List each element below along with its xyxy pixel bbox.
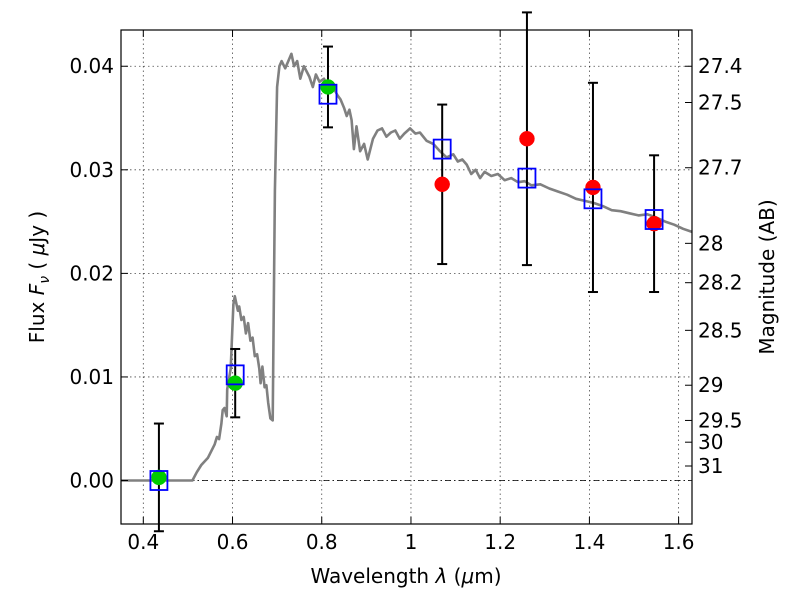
x-tick-label: 1.6 — [663, 530, 695, 554]
x-tick-label: 1.2 — [484, 530, 516, 554]
y-tick-label: 0.03 — [69, 158, 114, 182]
errorbar-layer — [153, 11, 660, 533]
nir-point-marker — [519, 130, 535, 147]
y-axis-label: Flux Fν ( μJy ) — [25, 211, 53, 343]
magnitude-tick-label: 28.2 — [698, 271, 743, 295]
x-tick-label: 0.8 — [306, 530, 338, 554]
magnitude-tick-label: 30 — [698, 430, 723, 454]
x-axis-label: Wavelength λ (μm) — [310, 564, 501, 588]
model-box-marker — [318, 83, 338, 105]
model-box-marker — [432, 138, 452, 160]
x-tick-label: 1.4 — [573, 530, 605, 554]
plot-frame — [120, 29, 693, 525]
model-box-marker — [644, 209, 664, 230]
model-box-marker — [583, 188, 603, 210]
magnitude-tick-label: 27.5 — [698, 90, 743, 114]
grid-layer — [121, 30, 692, 524]
y-tick-label: 0.04 — [69, 54, 114, 78]
magnitude-tick-label: 28 — [698, 231, 723, 255]
magnitude-tick-label: 27.7 — [698, 156, 743, 180]
magnitude-tick-label: 29 — [698, 373, 723, 397]
spectrum-line — [121, 52, 693, 482]
y-tick-label: 0.01 — [69, 365, 114, 389]
optical-point-marker — [227, 375, 243, 391]
x-tick-label: 0.6 — [217, 530, 249, 554]
x-tick-label: 1 — [405, 530, 418, 554]
y-tick-label: 0.00 — [69, 469, 114, 493]
optical-point-marker — [151, 469, 167, 486]
magnitude-tick-label: 28.5 — [698, 318, 743, 342]
model-box-marker — [225, 364, 245, 386]
model-box-layer — [149, 83, 664, 491]
magnitude-tick-label: 27.4 — [698, 54, 743, 78]
x-tick-label: 0.4 — [127, 530, 159, 554]
model-box-marker — [517, 167, 537, 189]
magnitude-tick-label: 31 — [698, 454, 723, 478]
model-box-marker — [149, 470, 169, 491]
nir-point-marker — [434, 176, 450, 193]
magnitude-tick-label: 29.5 — [698, 408, 743, 432]
nir-point-marker — [646, 215, 662, 232]
nir-point-marker — [585, 179, 601, 196]
marker-layer — [151, 79, 662, 486]
right-axis-label: Magnitude (AB) — [755, 199, 779, 354]
y-tick-label: 0.02 — [69, 261, 114, 285]
axis-layer: 0.4 0.6 0.8 1 1.2 1.4 1.6 0.00 0.01 0.02 0.03 0.04 2… — [69, 30, 743, 554]
optical-point-marker — [320, 79, 336, 95]
spectrum-layer — [121, 52, 693, 482]
